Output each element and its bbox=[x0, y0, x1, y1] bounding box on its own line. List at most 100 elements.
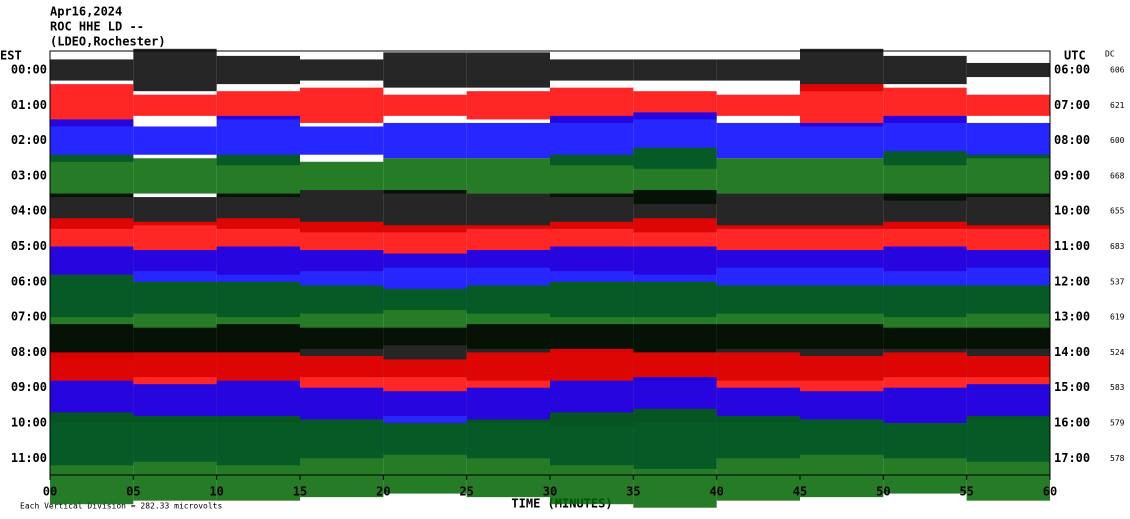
right-axis-label: UTC bbox=[1064, 49, 1086, 63]
trace-segment bbox=[466, 91, 550, 120]
x-tick-label: 55 bbox=[959, 485, 973, 499]
trace-segment bbox=[50, 412, 134, 505]
utc-label: 12:00 bbox=[1054, 274, 1090, 288]
x-tick-label: 25 bbox=[459, 485, 473, 499]
utc-label: 07:00 bbox=[1054, 98, 1090, 112]
trace-segment bbox=[300, 419, 384, 498]
subtitle: ROC HHE LD -- bbox=[50, 20, 144, 34]
trace-segment bbox=[216, 154, 300, 198]
left-axis-label: EST bbox=[0, 49, 22, 63]
utc-label: 15:00 bbox=[1054, 380, 1090, 394]
title: Apr16,2024 bbox=[50, 5, 122, 19]
est-label: 02:00 bbox=[11, 133, 47, 147]
utc-label: 13:00 bbox=[1054, 310, 1090, 324]
est-label: 00:00 bbox=[11, 63, 47, 77]
est-label: 04:00 bbox=[11, 204, 47, 218]
est-label: 01:00 bbox=[11, 98, 47, 112]
trace-segment bbox=[966, 62, 1050, 78]
utc-label: 06:00 bbox=[1054, 63, 1090, 77]
trace-segment bbox=[383, 94, 467, 116]
trace-segment bbox=[716, 94, 800, 116]
trace-segment bbox=[133, 48, 217, 92]
x-tick-label: 05 bbox=[126, 485, 140, 499]
trace-segment bbox=[966, 94, 1050, 116]
trace-segment bbox=[633, 59, 717, 81]
est-label: 07:00 bbox=[11, 310, 47, 324]
trace-segment bbox=[800, 122, 884, 159]
utc-label: 11:00 bbox=[1054, 239, 1090, 253]
trace-segment bbox=[466, 193, 550, 229]
trace-segment bbox=[133, 197, 217, 226]
trace-segment bbox=[550, 59, 634, 81]
trace-segment bbox=[966, 154, 1050, 198]
dc-value: 668 bbox=[1110, 171, 1125, 180]
x-tick-label: 15 bbox=[293, 485, 307, 499]
dc-value: 621 bbox=[1110, 101, 1125, 110]
dc-value: 619 bbox=[1110, 313, 1125, 322]
trace-segment bbox=[883, 55, 967, 85]
x-tick-label: 45 bbox=[793, 485, 807, 499]
trace-segment bbox=[716, 415, 800, 501]
trace-segment bbox=[466, 419, 550, 498]
trace-segment bbox=[800, 419, 884, 498]
trace-segment bbox=[216, 91, 300, 120]
trace-segment bbox=[883, 151, 967, 201]
trace-segment bbox=[800, 158, 884, 194]
trace-segment bbox=[300, 126, 384, 155]
trace-segment bbox=[216, 415, 300, 501]
utc-label: 10:00 bbox=[1054, 204, 1090, 218]
trace-segment bbox=[133, 94, 217, 116]
utc-label: 16:00 bbox=[1054, 416, 1090, 430]
note: Each Vertical Division = 282.33 microvol… bbox=[20, 502, 222, 511]
x-tick-label: 60 bbox=[1043, 485, 1057, 499]
trace-segment bbox=[966, 193, 1050, 229]
x-tick-label: 30 bbox=[543, 485, 557, 499]
x-tick-label: 40 bbox=[709, 485, 723, 499]
trace-segment bbox=[133, 158, 217, 194]
trace-segment bbox=[383, 423, 467, 494]
trace-segment bbox=[383, 122, 467, 159]
utc-label: 14:00 bbox=[1054, 345, 1090, 359]
dc-value: 606 bbox=[1110, 66, 1125, 75]
trace-segment bbox=[300, 59, 384, 81]
est-label: 09:00 bbox=[11, 380, 47, 394]
est-label: 11:00 bbox=[11, 451, 47, 465]
trace-segment bbox=[300, 161, 384, 191]
est-label: 10:00 bbox=[11, 416, 47, 430]
x-tick-label: 10 bbox=[209, 485, 223, 499]
x-tick-label: 20 bbox=[376, 485, 390, 499]
trace-segment bbox=[716, 158, 800, 194]
trace-segment bbox=[633, 408, 717, 508]
est-label: 03:00 bbox=[11, 168, 47, 182]
trace-segment bbox=[466, 52, 550, 88]
trace-segment bbox=[133, 126, 217, 155]
dc-value: 579 bbox=[1110, 419, 1125, 428]
utc-label: 17:00 bbox=[1054, 451, 1090, 465]
est-label: 06:00 bbox=[11, 274, 47, 288]
trace-segment bbox=[550, 412, 634, 505]
dc-value: 683 bbox=[1110, 242, 1125, 251]
dc-value: 583 bbox=[1110, 383, 1125, 392]
trace-segment bbox=[550, 154, 634, 198]
trace-segment bbox=[133, 415, 217, 501]
trace-segment bbox=[466, 158, 550, 194]
trace-segment bbox=[216, 55, 300, 85]
est-label: 05:00 bbox=[11, 239, 47, 253]
x-tick-label: 50 bbox=[876, 485, 890, 499]
trace-segment bbox=[883, 423, 967, 494]
trace-segment bbox=[466, 122, 550, 159]
utc-label: 08:00 bbox=[1054, 133, 1090, 147]
trace-segment bbox=[800, 84, 884, 127]
trace-segment bbox=[716, 122, 800, 159]
dc-value: 578 bbox=[1110, 454, 1125, 463]
trace-segment bbox=[800, 193, 884, 229]
x-tick-label: 00 bbox=[43, 485, 57, 499]
trace-segment bbox=[300, 87, 384, 123]
dc-label: DC bbox=[1105, 50, 1115, 59]
source: (LDEO,Rochester) bbox=[50, 35, 166, 49]
trace-segment bbox=[966, 122, 1050, 159]
trace-segment bbox=[50, 154, 134, 198]
dc-value: 600 bbox=[1110, 136, 1125, 145]
trace-segment bbox=[716, 193, 800, 229]
